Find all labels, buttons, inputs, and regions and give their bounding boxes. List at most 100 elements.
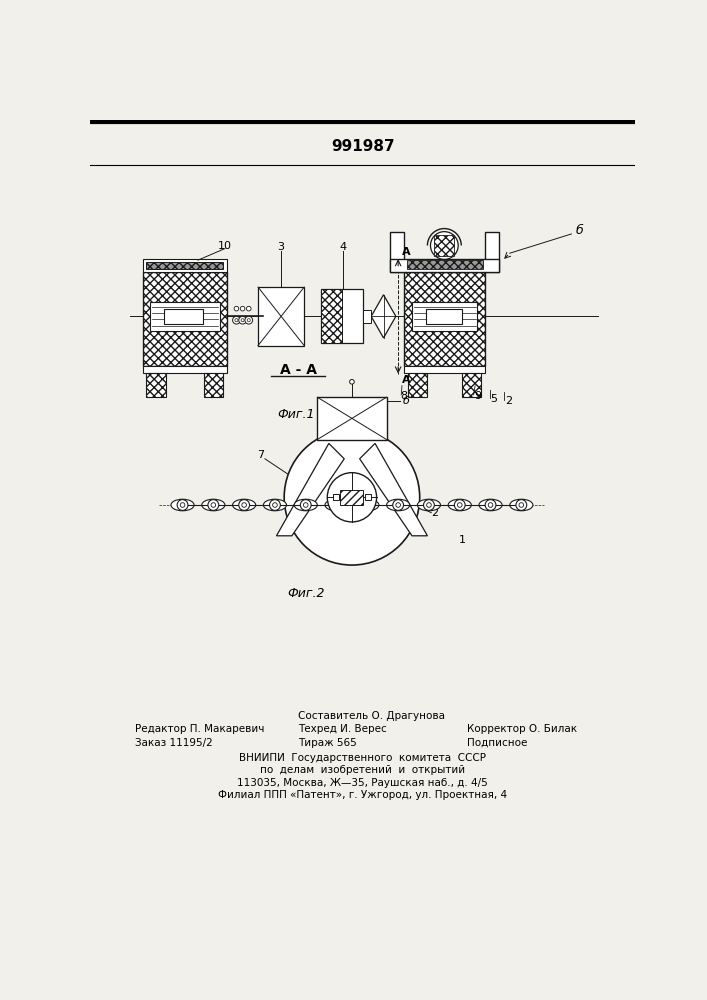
Bar bbox=[390, 232, 404, 272]
Bar bbox=[340, 490, 363, 505]
Circle shape bbox=[211, 503, 216, 507]
Text: 4: 4 bbox=[339, 242, 346, 252]
Circle shape bbox=[239, 316, 247, 324]
Text: ВНИИПИ  Государственного  комитета  СССР: ВНИИПИ Государственного комитета СССР bbox=[239, 753, 486, 763]
Bar bbox=[434, 235, 455, 256]
Text: б: б bbox=[575, 224, 583, 237]
Circle shape bbox=[233, 316, 240, 324]
Ellipse shape bbox=[294, 499, 317, 511]
Text: Фиг.2: Фиг.2 bbox=[287, 587, 325, 600]
Bar bbox=[143, 272, 227, 366]
Text: А: А bbox=[402, 375, 410, 385]
Ellipse shape bbox=[479, 499, 502, 511]
Text: Корректор О. Билак: Корректор О. Билак bbox=[467, 724, 578, 734]
Ellipse shape bbox=[448, 499, 472, 511]
Bar bbox=[321, 289, 342, 343]
Text: 5: 5 bbox=[490, 394, 497, 404]
Circle shape bbox=[177, 500, 188, 510]
Polygon shape bbox=[371, 295, 396, 338]
Circle shape bbox=[362, 500, 373, 510]
Circle shape bbox=[235, 319, 238, 322]
Bar bbox=[363, 310, 371, 323]
Ellipse shape bbox=[387, 499, 409, 511]
Text: Техред И. Верес: Техред И. Верес bbox=[298, 724, 387, 734]
Circle shape bbox=[334, 503, 339, 507]
Bar bbox=[485, 232, 499, 272]
Circle shape bbox=[457, 503, 462, 507]
Text: 8: 8 bbox=[364, 485, 371, 495]
Text: 113035, Москва, Ж—35, Раушская наб., д. 4/5: 113035, Москва, Ж—35, Раушская наб., д. … bbox=[238, 778, 488, 788]
Ellipse shape bbox=[417, 499, 440, 511]
Ellipse shape bbox=[233, 499, 256, 511]
Circle shape bbox=[327, 473, 377, 522]
Circle shape bbox=[485, 500, 496, 510]
Ellipse shape bbox=[510, 499, 533, 511]
Text: 991987: 991987 bbox=[331, 139, 395, 154]
Text: 7: 7 bbox=[257, 450, 264, 460]
Text: 2: 2 bbox=[431, 508, 438, 518]
Text: 1: 1 bbox=[459, 535, 465, 545]
Ellipse shape bbox=[356, 499, 379, 511]
Text: Филиал ППП «Патент», г. Ужгород, ул. Проектная, 4: Филиал ППП «Патент», г. Ужгород, ул. Про… bbox=[218, 790, 508, 800]
Circle shape bbox=[519, 503, 524, 507]
Circle shape bbox=[180, 503, 185, 507]
Text: 9: 9 bbox=[474, 391, 481, 401]
Bar bbox=[404, 366, 485, 373]
Circle shape bbox=[300, 500, 311, 510]
Text: 3: 3 bbox=[278, 242, 285, 252]
Bar bbox=[164, 309, 203, 324]
Circle shape bbox=[516, 500, 527, 510]
Circle shape bbox=[269, 500, 281, 510]
Text: 2: 2 bbox=[505, 396, 512, 406]
Bar bbox=[146, 373, 165, 397]
Ellipse shape bbox=[325, 499, 348, 511]
Circle shape bbox=[350, 379, 354, 384]
Bar bbox=[333, 494, 339, 500]
Text: б: б bbox=[402, 396, 409, 406]
Text: Заказ 11195/2: Заказ 11195/2 bbox=[135, 738, 213, 748]
Circle shape bbox=[245, 316, 252, 324]
Circle shape bbox=[241, 319, 244, 322]
Circle shape bbox=[273, 503, 277, 507]
Bar bbox=[365, 494, 371, 500]
Text: А - А: А - А bbox=[279, 363, 317, 377]
Text: Подписное: Подписное bbox=[467, 738, 528, 748]
Bar bbox=[146, 262, 223, 269]
Polygon shape bbox=[360, 443, 428, 536]
Polygon shape bbox=[276, 443, 344, 536]
Circle shape bbox=[234, 306, 239, 311]
Bar bbox=[317, 397, 387, 440]
Ellipse shape bbox=[171, 499, 194, 511]
Circle shape bbox=[396, 503, 400, 507]
Circle shape bbox=[489, 503, 493, 507]
Circle shape bbox=[331, 500, 342, 510]
Bar bbox=[143, 259, 227, 272]
Circle shape bbox=[208, 500, 218, 510]
Text: Составитель О. Драгунова: Составитель О. Драгунова bbox=[298, 711, 445, 721]
Circle shape bbox=[242, 503, 247, 507]
Text: 8: 8 bbox=[400, 391, 407, 401]
Text: А: А bbox=[402, 247, 410, 257]
Circle shape bbox=[455, 500, 465, 510]
Circle shape bbox=[247, 306, 251, 311]
Bar bbox=[426, 309, 462, 324]
Bar bbox=[462, 373, 481, 397]
Circle shape bbox=[303, 503, 308, 507]
Bar bbox=[150, 302, 219, 331]
Bar bbox=[258, 287, 304, 346]
Circle shape bbox=[247, 319, 250, 322]
Ellipse shape bbox=[201, 499, 225, 511]
Circle shape bbox=[239, 500, 250, 510]
Text: по  делам  изобретений  и  открытий: по делам изобретений и открытий bbox=[260, 765, 465, 775]
Circle shape bbox=[431, 232, 458, 259]
Circle shape bbox=[240, 306, 245, 311]
Ellipse shape bbox=[264, 499, 286, 511]
Bar bbox=[408, 373, 428, 397]
Bar bbox=[321, 289, 363, 343]
Bar bbox=[412, 302, 477, 331]
Bar bbox=[407, 260, 483, 269]
Circle shape bbox=[346, 491, 358, 503]
Bar bbox=[143, 366, 227, 373]
Text: Редактор П. Макаревич: Редактор П. Макаревич bbox=[135, 724, 264, 734]
Text: Фиг.1: Фиг.1 bbox=[278, 408, 315, 421]
